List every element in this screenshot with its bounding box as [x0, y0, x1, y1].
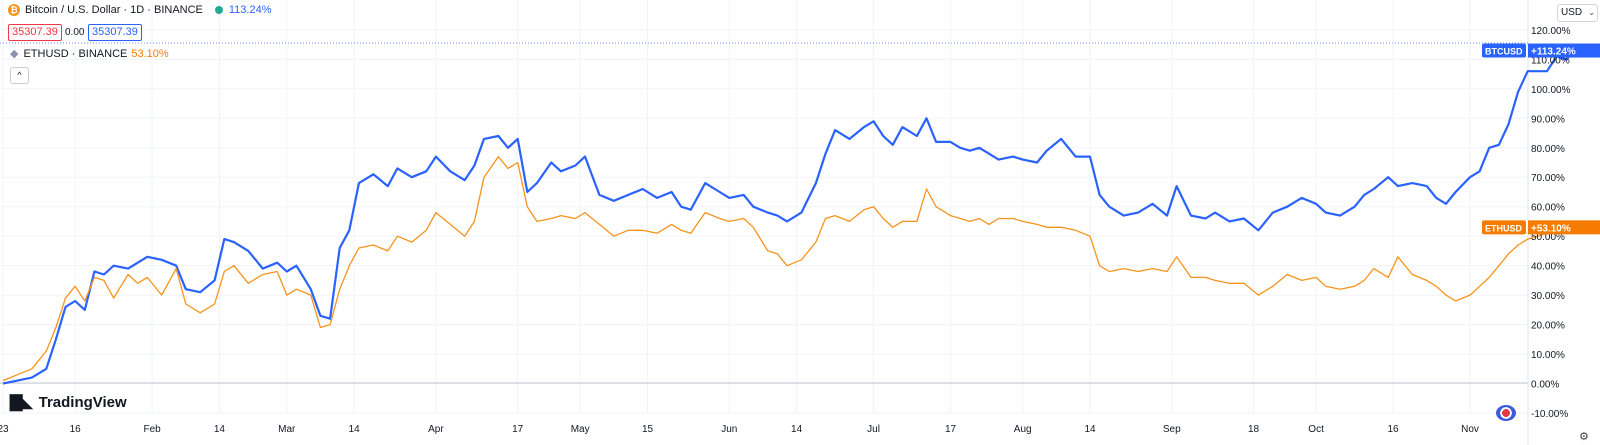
- collapse-legend-button[interactable]: ^: [10, 67, 29, 84]
- ask-price-box[interactable]: 35307.39: [88, 24, 142, 41]
- x-tick-label: Apr: [428, 424, 444, 435]
- bitcoin-icon: ₿: [8, 4, 20, 16]
- y-tick-label: 70.00%: [1531, 173, 1565, 184]
- series-name-label: BTCUSD: [1485, 47, 1523, 57]
- compare-symbol-title: ETHUSD · BINANCE: [23, 47, 128, 60]
- currency-label: USD: [1561, 7, 1583, 18]
- y-tick-label: -10.00%: [1531, 409, 1568, 420]
- series-line-btcusd: [2, 49, 1577, 385]
- series-value-tag: [1528, 43, 1600, 58]
- compare-symbol-change: 53.10%: [131, 47, 169, 60]
- series-value-label: +113.24%: [1531, 47, 1576, 58]
- bid-price-box[interactable]: 35307.39: [8, 24, 62, 41]
- x-tick-label: 17: [512, 424, 524, 435]
- series-layer: [2, 44, 1582, 385]
- y-tick-label: 110.00%: [1531, 55, 1570, 66]
- y-tick-label: 10.00%: [1531, 350, 1565, 361]
- x-tick-label: Oct: [1308, 424, 1324, 435]
- y-tick-label: 30.00%: [1531, 291, 1565, 302]
- price-axis: 120.00% 110.00% 100.00% 90.00% 80.00% 70.00% 6…: [1531, 26, 1571, 420]
- x-tick-label: Jun: [721, 424, 737, 435]
- series-value-tag: [1528, 220, 1600, 235]
- series-name-tag: [1482, 43, 1526, 58]
- x-tick-label: 16: [1387, 424, 1399, 435]
- y-tick-label: 80.00%: [1531, 144, 1565, 155]
- tradingview-logo-text: TradingView: [38, 393, 127, 411]
- y-tick-label: 90.00%: [1531, 114, 1565, 125]
- symbol-change: 113.24%: [228, 4, 272, 16]
- x-tick-label: Mar: [278, 424, 296, 435]
- x-tick-label: Feb: [143, 424, 161, 435]
- tradingview-logo-icon: ▇◣: [10, 394, 33, 411]
- y-tick-label: 40.00%: [1531, 262, 1565, 273]
- compare-symbol-legend[interactable]: ◆ ETHUSD · BINANCE 53.10%: [10, 47, 169, 61]
- y-tick-label: 100.00%: [1531, 85, 1571, 96]
- x-tick-label: 14: [791, 424, 803, 435]
- symbol-title: Bitcoin / U.S. Dollar · 1D · BINANCE: [25, 4, 203, 16]
- tradingview-logo[interactable]: ▇◣ TradingView: [10, 392, 127, 412]
- x-tick-label: Sep: [1163, 424, 1181, 435]
- series-name-label: ETHUSD: [1485, 223, 1523, 233]
- chart-grid: [0, 0, 1528, 414]
- series-value-label: +53.10%: [1531, 223, 1571, 234]
- x-tick-label: 14: [1084, 424, 1096, 435]
- last-value-labels: BTCUSD +113.24% ETHUSD +53.10%: [1482, 43, 1600, 235]
- flag-icon[interactable]: [1496, 405, 1516, 421]
- x-tick-label: 14: [214, 424, 226, 435]
- main-symbol-legend[interactable]: ₿ Bitcoin / U.S. Dollar · 1D · BINANCE 1…: [8, 4, 271, 16]
- x-tick-label: 14: [349, 424, 361, 435]
- chevron-down-icon: ⌄: [1588, 8, 1595, 17]
- market-status-icon[interactable]: [214, 6, 223, 14]
- gear-icon[interactable]: ⚙: [1579, 431, 1589, 443]
- y-tick-label: 60.00%: [1531, 203, 1565, 214]
- x-tick-label: May: [571, 424, 590, 435]
- x-tick-label: Nov: [1461, 424, 1479, 435]
- x-tick-label: Jul: [867, 424, 880, 435]
- x-tick-label: 23: [0, 424, 9, 435]
- x-tick-label: 15: [642, 424, 654, 435]
- ethereum-icon: ◆: [10, 48, 19, 60]
- x-tick-label: 18: [1248, 424, 1260, 435]
- x-tick-label: Aug: [1014, 424, 1032, 435]
- x-tick-label: 17: [945, 424, 957, 435]
- spread-value: 0.00: [65, 27, 85, 38]
- series-name-tag: [1482, 220, 1526, 235]
- y-tick-label: 50.00%: [1531, 232, 1565, 243]
- y-tick-label: 120.00%: [1531, 26, 1571, 37]
- x-tick-label: 16: [70, 424, 82, 435]
- time-axis: 23 16 Feb 14 Mar 14 Apr 17 May 15 Jun 14 Jul 17 Aug 14 S…: [0, 424, 1479, 435]
- y-tick-label: 0.00%: [1531, 380, 1559, 391]
- series-line-ethusd: [2, 155, 1576, 382]
- currency-select[interactable]: USD ⌄: [1557, 4, 1598, 22]
- y-tick-label: 20.00%: [1531, 321, 1565, 332]
